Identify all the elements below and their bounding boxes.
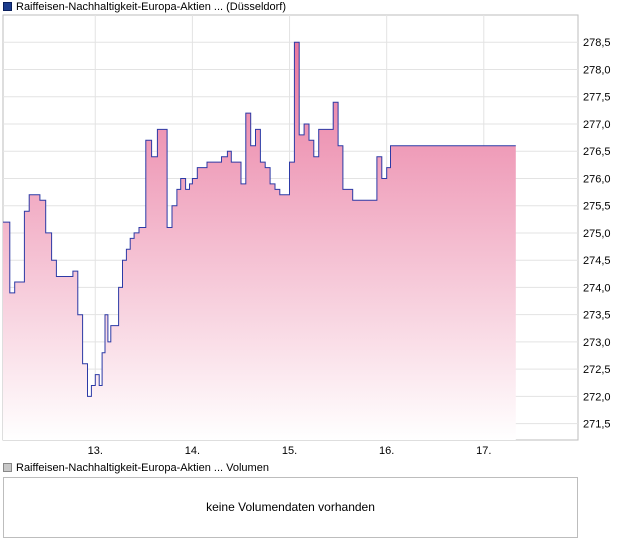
- y-tick-label: 278,0: [583, 64, 611, 76]
- volume-legend-label: Raiffeisen-Nachhaltigkeit-Europa-Aktien …: [16, 462, 269, 474]
- volume-panel: keine Volumendaten vorhanden: [3, 477, 578, 538]
- y-tick-label: 272,0: [583, 391, 611, 403]
- y-tick-label: 277,0: [583, 119, 611, 131]
- x-tick-label: 13.: [88, 445, 103, 457]
- y-tick-label: 271,5: [583, 419, 611, 431]
- price-line: [3, 41, 516, 397]
- y-tick-label: 278,5: [583, 37, 611, 49]
- y-tick-label: 272,5: [583, 364, 611, 376]
- y-tick-label: 276,0: [583, 173, 611, 185]
- y-axis: 271,5 272,0 272,5 273,0 273,5 274,0 274,5 275,0…: [583, 37, 611, 430]
- x-axis: 13. 14. 15. 16. 17.: [88, 445, 492, 457]
- x-tick-label: 14.: [185, 445, 200, 457]
- volume-legend-swatch: [3, 463, 12, 472]
- y-tick-label: 275,5: [583, 201, 611, 213]
- x-tick-label: 16.: [379, 445, 394, 457]
- y-tick-label: 273,0: [583, 337, 611, 349]
- price-chart: 271,5 272,0 272,5 273,0 273,5 274,0 274,5 275,0…: [2, 14, 611, 457]
- price-legend: Raiffeisen-Nachhaltigkeit-Europa-Aktien …: [3, 0, 286, 14]
- y-tick-label: 274,0: [583, 282, 611, 294]
- x-tick-label: 17.: [476, 445, 491, 457]
- x-tick-label: 15.: [282, 445, 297, 457]
- price-legend-swatch: [3, 2, 12, 11]
- y-tick-label: 274,5: [583, 255, 611, 267]
- y-tick-label: 276,5: [583, 146, 611, 158]
- y-tick-label: 273,5: [583, 310, 611, 322]
- price-legend-label: Raiffeisen-Nachhaltigkeit-Europa-Aktien …: [16, 1, 287, 13]
- y-tick-label: 275,0: [583, 228, 611, 240]
- price-area: [3, 42, 516, 440]
- volume-legend: Raiffeisen-Nachhaltigkeit-Europa-Aktien …: [3, 461, 269, 475]
- volume-message: keine Volumendaten vorhanden: [206, 500, 375, 514]
- y-tick-label: 277,5: [583, 92, 611, 104]
